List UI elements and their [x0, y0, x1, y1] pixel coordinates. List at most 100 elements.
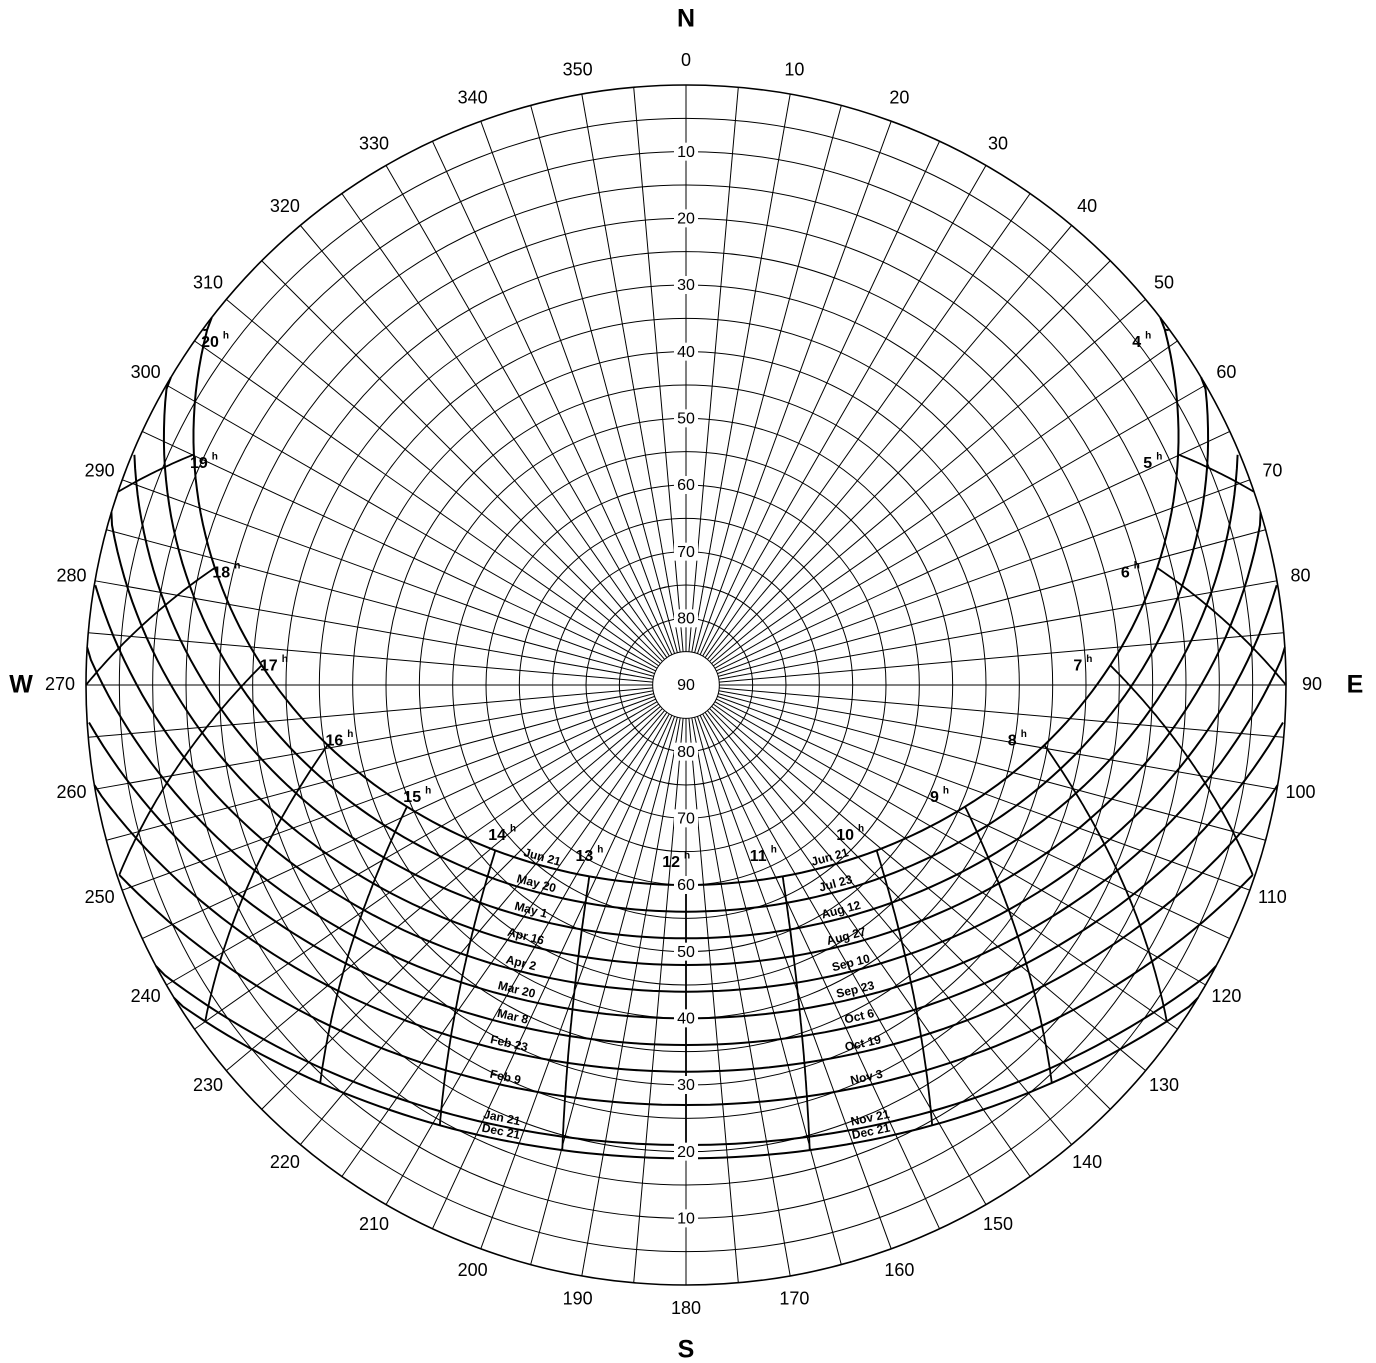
azimuth-spoke	[699, 714, 941, 1229]
azimuth-spoke	[166, 384, 658, 669]
azimuth-spoke	[717, 695, 1250, 891]
azimuth-spoke	[696, 121, 892, 654]
azimuth-label: 30	[988, 133, 1008, 153]
azimuth-spoke	[709, 260, 1111, 662]
altitude-label-south: 50	[677, 944, 695, 961]
azimuth-spoke	[699, 141, 941, 656]
hour-label-suffix: h	[234, 561, 240, 572]
azimuth-label: 200	[458, 1260, 488, 1280]
altitude-label-north: 40	[677, 344, 695, 361]
hour-label-suffix: h	[1134, 561, 1140, 572]
hour-line	[1156, 567, 1287, 686]
hour-line	[1177, 453, 1255, 493]
azimuth-spoke	[718, 529, 1266, 677]
hour-label-suffix: h	[858, 824, 864, 835]
hour-label-suffix: h	[943, 786, 949, 797]
hour-label: 15	[403, 789, 421, 806]
hour-label: 13	[576, 848, 594, 865]
azimuth-spoke	[142, 698, 657, 940]
azimuth-spoke	[688, 87, 739, 652]
azimuth-label: 290	[85, 460, 115, 480]
azimuth-spoke	[702, 165, 987, 657]
hour-label-suffix: h	[347, 729, 353, 740]
azimuth-label: 40	[1077, 196, 1097, 216]
cardinal-north: N	[677, 5, 695, 33]
altitude-label-south: 70	[677, 811, 695, 828]
altitude-label-south: 20	[677, 1144, 695, 1161]
azimuth-spoke	[226, 298, 661, 664]
azimuth-label: 150	[983, 1214, 1013, 1234]
hour-line	[1109, 664, 1254, 876]
azimuth-spoke	[719, 632, 1284, 683]
date-label-right: Oct 6	[843, 1006, 876, 1027]
azimuth-spoke	[530, 717, 678, 1265]
date-label-left: Feb 9	[489, 1067, 523, 1087]
hour-label: 11	[750, 848, 767, 865]
hour-label: 14	[488, 827, 506, 844]
hour-line	[781, 876, 811, 1151]
azimuth-label: 10	[784, 59, 804, 79]
azimuth-spoke	[431, 141, 673, 656]
azimuth-spoke	[122, 479, 655, 675]
azimuth-spoke	[194, 340, 659, 667]
altitude-label-south: 40	[677, 1011, 695, 1028]
label-mask	[674, 342, 698, 361]
hour-label-suffix: h	[771, 844, 777, 855]
azimuth-label: 230	[193, 1075, 223, 1095]
azimuth-label: 260	[56, 782, 86, 802]
azimuth-spoke	[633, 718, 684, 1283]
azimuth-label: 320	[270, 196, 300, 216]
azimuth-label: 300	[131, 362, 161, 382]
label-mask	[674, 942, 698, 961]
label-mask	[674, 209, 698, 228]
altitude-label-north: 10	[677, 144, 695, 161]
azimuth-spoke	[299, 710, 665, 1145]
hour-line	[85, 567, 216, 686]
hour-label-suffix: h	[510, 824, 516, 835]
hour-label: 8	[1008, 733, 1017, 750]
azimuth-spoke	[95, 580, 654, 680]
sun-path-curves	[85, 317, 1287, 1160]
azimuth-label: 120	[1211, 986, 1241, 1006]
azimuth-spoke	[341, 712, 668, 1177]
hour-label-suffix: h	[597, 844, 603, 855]
azimuth-spoke	[88, 687, 653, 738]
hour-label: 18	[212, 564, 230, 581]
azimuth-spoke	[714, 701, 1206, 986]
azimuth-label: 80	[1290, 565, 1310, 585]
label-mask	[674, 409, 698, 428]
altitude-label-south: 30	[677, 1077, 695, 1094]
azimuth-spoke	[385, 165, 670, 657]
hour-label-suffix: h	[1086, 654, 1092, 665]
azimuth-spoke	[718, 580, 1277, 680]
altitude-label-south: 80	[677, 744, 695, 761]
azimuth-spoke	[261, 260, 663, 662]
azimuth-spoke	[691, 717, 791, 1276]
hour-label: 17	[260, 658, 278, 675]
altitude-label-south: 60	[677, 877, 695, 894]
label-mask	[674, 1009, 698, 1028]
azimuth-label: 70	[1262, 460, 1282, 480]
altitude-label-north: 50	[677, 411, 695, 428]
hour-label-suffix: h	[1145, 330, 1151, 341]
hour-line	[1043, 744, 1168, 1022]
azimuth-spoke	[704, 193, 1031, 658]
azimuth-label: 190	[563, 1288, 593, 1308]
azimuth-spoke	[709, 708, 1111, 1110]
date-label-right: Nov 3	[849, 1067, 884, 1088]
hour-label-suffix: h	[212, 451, 218, 462]
azimuth-label: 90	[1302, 674, 1322, 694]
azimuth-spoke	[581, 717, 681, 1276]
azimuth-spoke	[480, 121, 676, 654]
azimuth-label: 50	[1154, 273, 1174, 293]
label-mask	[674, 876, 698, 894]
azimuth-spoke	[718, 693, 1266, 841]
hour-label: 7	[1073, 658, 1082, 675]
hour-label-suffix: h	[684, 851, 690, 862]
hour-label: 16	[326, 733, 344, 750]
azimuth-label: 100	[1285, 782, 1315, 802]
azimuth-label: 140	[1072, 1152, 1102, 1172]
hour-label-suffix: h	[1156, 451, 1162, 462]
azimuth-spoke	[88, 632, 653, 683]
date-label-left: Mar 8	[496, 1006, 530, 1027]
